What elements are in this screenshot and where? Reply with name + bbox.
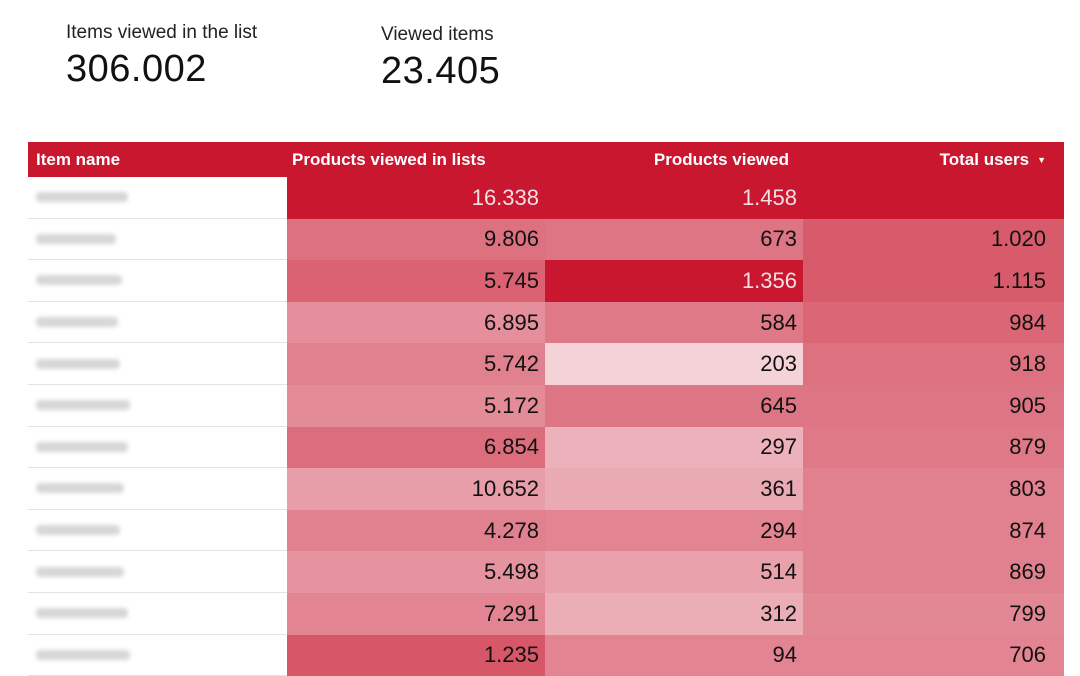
products-viewed-in-lists-cell: 7.291 [287, 592, 545, 635]
table-row[interactable]: 1.235 94 706 [28, 634, 1064, 676]
table-row[interactable]: 10.652 361 803 [28, 468, 1064, 510]
column-header-total-users[interactable]: Total users ▼ [803, 142, 1064, 177]
item-name-redacted [36, 608, 128, 619]
sort-descending-icon[interactable]: ▼ [1037, 154, 1046, 165]
products-viewed-in-lists-cell: 16.338 [287, 177, 545, 219]
products-viewed-in-lists-cell: 5.742 [287, 343, 545, 385]
total-users-cell [803, 177, 1064, 219]
products-viewed-cell: 645 [545, 384, 803, 427]
table-row[interactable]: 4.278 294 874 [28, 509, 1064, 552]
products-viewed-in-lists-cell: 4.278 [287, 509, 545, 552]
item-name-redacted [36, 400, 130, 411]
products-viewed-in-lists-cell: 5.172 [287, 384, 545, 427]
item-name-redacted [36, 483, 124, 494]
table-row[interactable]: 6.895 584 984 [28, 301, 1064, 344]
products-viewed-cell: 294 [545, 509, 803, 552]
total-users-cell: 984 [803, 301, 1064, 344]
products-viewed-cell: 94 [545, 634, 803, 676]
column-header-label: Products viewed [653, 149, 789, 169]
item-name-redacted [36, 566, 124, 577]
scorecard-items-viewed-in-list: Items viewed in the list 306.002 [66, 22, 257, 91]
item-name-cell [28, 635, 287, 676]
products-viewed-cell: 673 [545, 218, 803, 261]
table-header: Item name Products viewed in lists Produ… [28, 142, 1064, 177]
data-table: Item name Products viewed in lists Produ… [28, 142, 1064, 676]
products-viewed-in-lists-cell: 1.235 [287, 634, 545, 676]
total-users-cell: 706 [803, 634, 1064, 676]
column-header-label: Total users [939, 149, 1030, 169]
item-name-cell [28, 260, 287, 302]
products-viewed-in-lists-cell: 5.498 [287, 551, 545, 593]
item-name-redacted [36, 525, 120, 536]
item-name-cell [28, 427, 287, 469]
item-name-redacted [36, 275, 122, 286]
scorecard-label: Items viewed in the list [66, 22, 258, 43]
total-users-cell: 1.020 [803, 218, 1064, 261]
total-users-cell: 874 [803, 509, 1064, 552]
table-row[interactable]: 5.745 1.356 1.115 [28, 260, 1064, 302]
total-users-cell: 879 [803, 426, 1064, 469]
item-name-cell [28, 551, 287, 593]
total-users-cell: 1.115 [803, 260, 1064, 302]
item-name-redacted [36, 192, 128, 203]
scorecard-viewed-items: Viewed items 23.405 [381, 24, 500, 93]
column-header-products-viewed-in-lists[interactable]: Products viewed in lists [287, 142, 545, 177]
item-name-redacted [36, 233, 116, 244]
products-viewed-in-lists-cell: 9.806 [287, 218, 545, 261]
column-header-item-name[interactable]: Item name [28, 142, 287, 177]
products-viewed-in-lists-cell: 6.895 [287, 301, 545, 344]
item-name-cell [28, 302, 287, 344]
products-viewed-cell: 203 [545, 343, 803, 385]
table-row[interactable]: 5.498 514 869 [28, 551, 1064, 593]
column-header-products-viewed[interactable]: Products viewed [545, 142, 803, 177]
products-viewed-cell: 1.356 [545, 260, 803, 302]
column-header-label: Item name [36, 149, 121, 169]
item-name-cell [28, 385, 287, 427]
scorecard-value: 23.405 [381, 50, 501, 92]
total-users-cell: 799 [803, 592, 1064, 635]
item-name-cell [28, 219, 287, 261]
products-viewed-in-lists-cell: 6.854 [287, 426, 545, 469]
total-users-cell: 869 [803, 551, 1064, 593]
products-viewed-cell: 312 [545, 592, 803, 635]
table-row[interactable]: 6.854 297 879 [28, 426, 1064, 469]
table-row[interactable]: 5.172 645 905 [28, 384, 1064, 427]
item-name-redacted [36, 358, 120, 369]
item-name-cell [28, 593, 287, 635]
products-viewed-cell: 297 [545, 426, 803, 469]
products-viewed-in-lists-cell: 10.652 [287, 468, 545, 510]
item-name-redacted [36, 317, 118, 328]
item-name-redacted [36, 441, 128, 452]
table-row[interactable]: 16.338 1.458 [28, 177, 1064, 219]
table-row[interactable]: 7.291 312 799 [28, 592, 1064, 635]
column-header-label: Products viewed in lists [292, 149, 486, 169]
item-name-cell [28, 510, 287, 552]
total-users-cell: 905 [803, 384, 1064, 427]
scorecard-value: 306.002 [66, 48, 207, 90]
total-users-cell: 918 [803, 343, 1064, 385]
scorecard-label: Viewed items [381, 24, 494, 45]
total-users-cell: 803 [803, 468, 1064, 510]
products-viewed-cell: 514 [545, 551, 803, 593]
table-body: 16.338 1.458 9.806 673 1.020 5.745 1.356 1.115 6… [28, 177, 1064, 676]
item-name-cell [28, 468, 287, 510]
item-name-cell [28, 177, 287, 219]
table-row[interactable]: 5.742 203 918 [28, 343, 1064, 385]
table-row[interactable]: 9.806 673 1.020 [28, 218, 1064, 261]
products-viewed-cell: 584 [545, 301, 803, 344]
item-name-cell [28, 343, 287, 385]
products-viewed-cell: 1.458 [545, 177, 803, 219]
products-viewed-cell: 361 [545, 468, 803, 510]
item-name-redacted [36, 649, 130, 660]
products-viewed-in-lists-cell: 5.745 [287, 260, 545, 302]
